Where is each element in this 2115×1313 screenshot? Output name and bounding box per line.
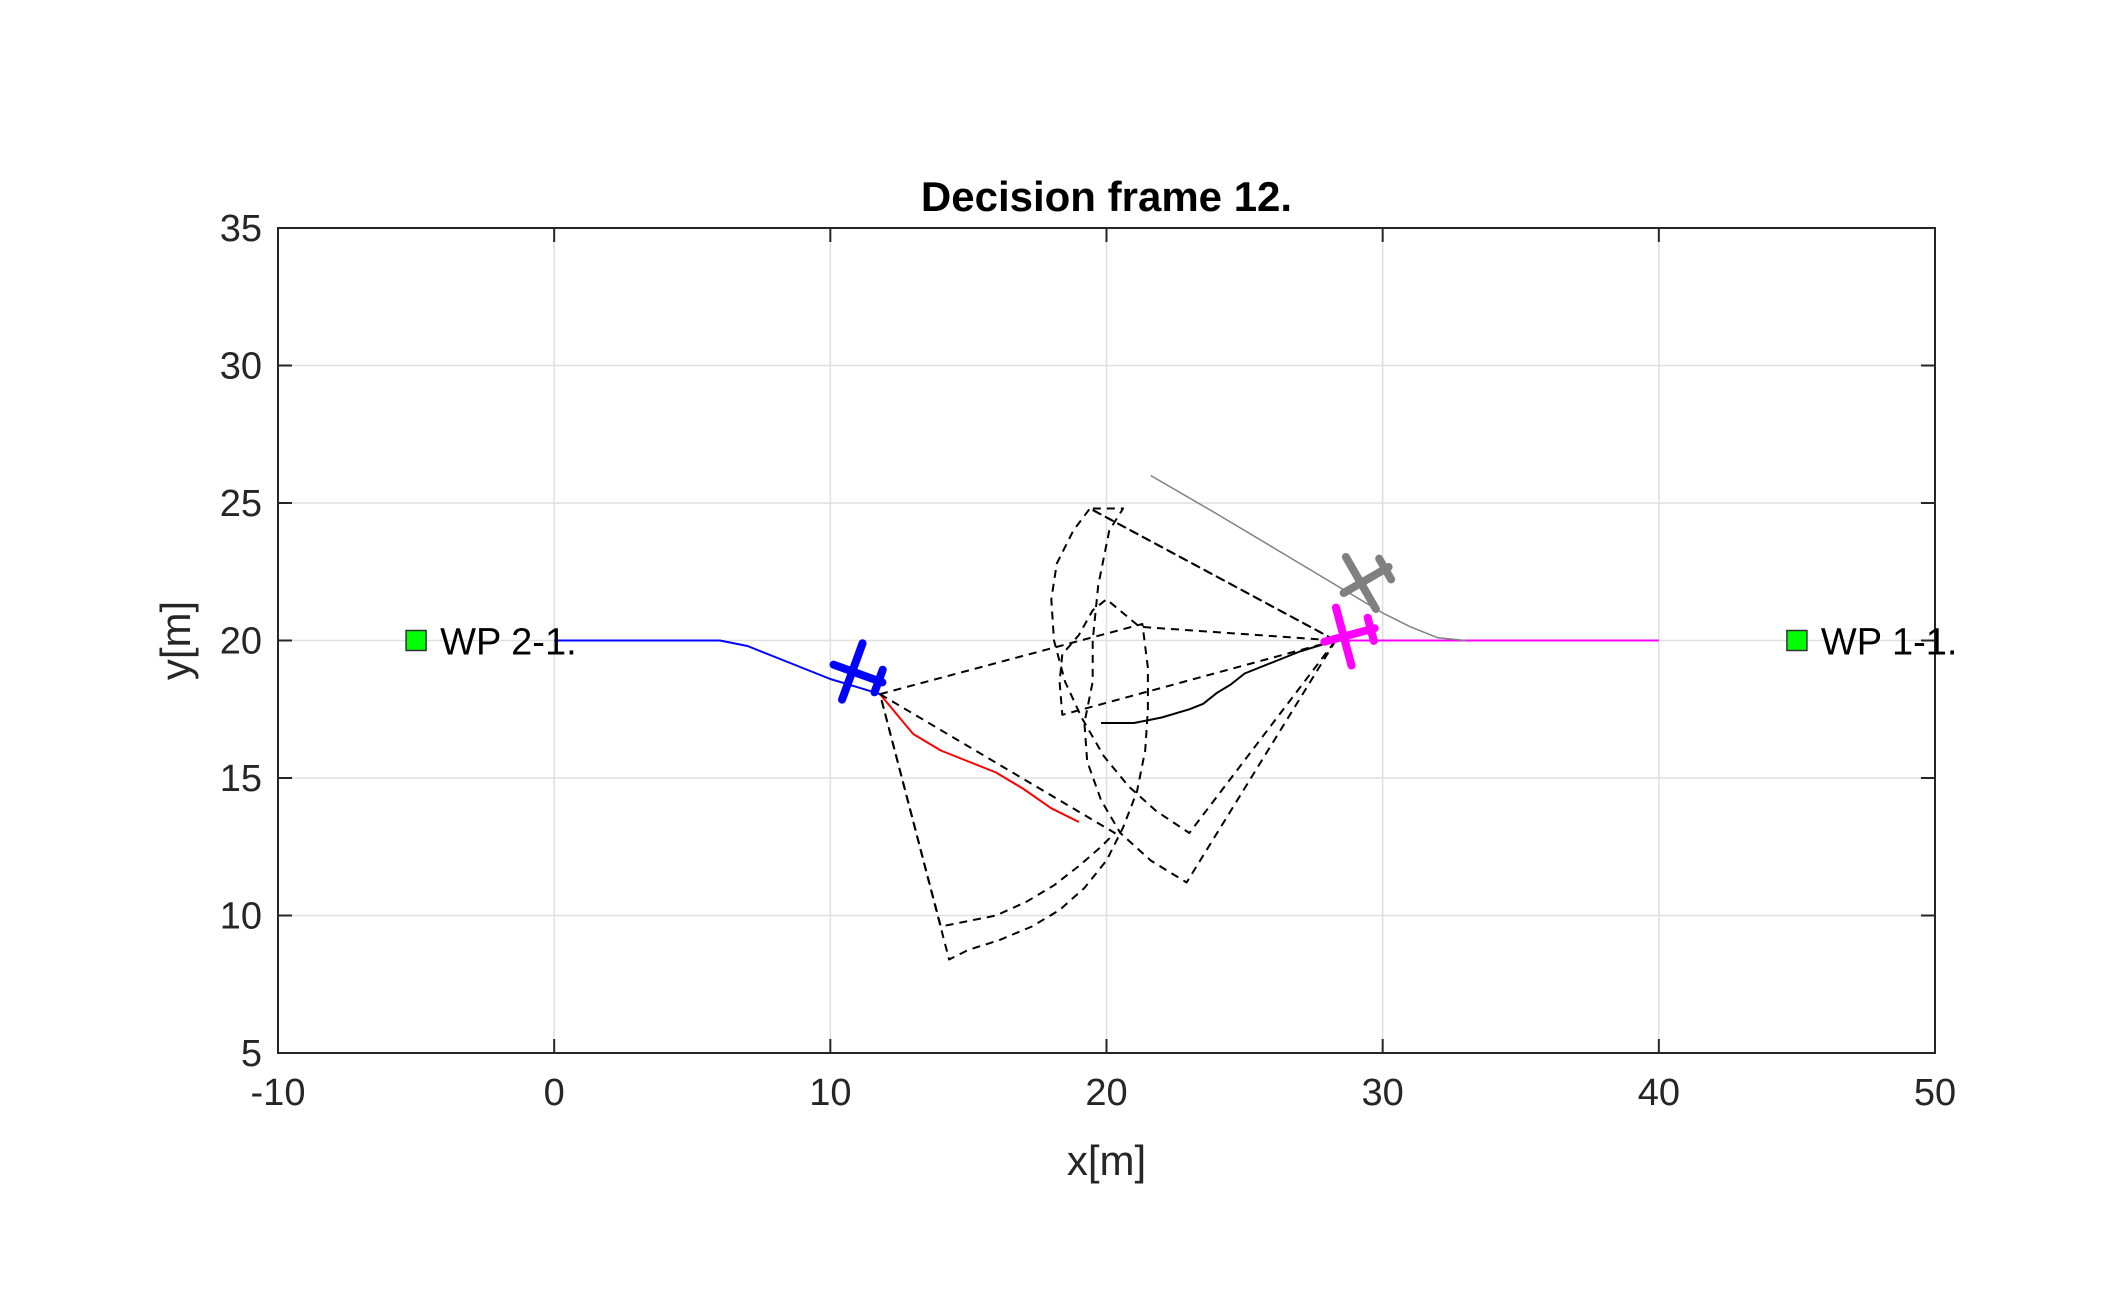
- trajectory-line-0: [554, 639, 881, 696]
- waypoint-marker: [1786, 629, 1808, 652]
- aircraft-icon: [1339, 553, 1396, 613]
- y-tick-label: 15: [220, 758, 262, 800]
- sensor-sector-8: [1050, 507, 1337, 834]
- aircraft-wing: [1341, 553, 1380, 613]
- x-axis-label: x[m]: [1067, 1137, 1146, 1184]
- aircraft-fuselage: [1339, 563, 1393, 597]
- aircraft-tail: [1363, 613, 1378, 645]
- sensor-sector-7: [1058, 598, 1336, 716]
- aircraft-icon: [1320, 603, 1379, 670]
- waypoint-label: WP 2-1.: [440, 622, 577, 664]
- aircraft-wing: [838, 639, 867, 704]
- trajectory-line-1: [879, 693, 1080, 823]
- chart-title: Decision frame 12.: [921, 173, 1292, 220]
- sensor-sector-5: [879, 623, 1149, 961]
- y-tick-label: 35: [220, 208, 262, 250]
- aircraft-wing: [1331, 603, 1356, 670]
- trajectory-line-3: [1101, 639, 1336, 724]
- series-layer: [554, 474, 1659, 961]
- aircraft-layer: [829, 553, 1396, 704]
- waypoint-label: WP 1-1.: [1821, 622, 1958, 664]
- y-tick-label: 10: [220, 896, 262, 938]
- y-axis-label: y[m]: [152, 601, 199, 680]
- y-tick-label: 5: [241, 1033, 262, 1075]
- y-tick-label: 30: [220, 346, 262, 388]
- y-tick-label: 25: [220, 483, 262, 525]
- x-tick-label: -10: [251, 1072, 306, 1114]
- x-tick-label: 30: [1362, 1072, 1404, 1114]
- x-tick-label: 40: [1638, 1072, 1680, 1114]
- x-tick-label: 20: [1085, 1072, 1127, 1114]
- sensor-sector-6: [879, 693, 1116, 928]
- x-tick-label: 0: [544, 1072, 565, 1114]
- aircraft-tail: [870, 665, 887, 697]
- sensor-sector-9: [1083, 507, 1337, 884]
- x-tick-label: 10: [809, 1072, 851, 1114]
- x-tick-label: 50: [1914, 1072, 1956, 1114]
- waypoints-layer: WP 2-1. WP 1-1.: [405, 622, 1958, 664]
- y-tick-label: 20: [220, 621, 262, 663]
- aircraft-fuselage: [1320, 624, 1379, 646]
- waypoint-marker: [405, 629, 427, 652]
- aircraft-tail: [1375, 554, 1396, 584]
- trajectory-line-4: [1150, 474, 1466, 642]
- aircraft-fuselage: [829, 660, 887, 687]
- y-ticks: 5 10 15 20 25 30 35: [220, 208, 1935, 1075]
- aircraft-icon: [829, 639, 887, 704]
- x-ticks: -10 0 10 20 30 40 50: [251, 228, 1956, 1114]
